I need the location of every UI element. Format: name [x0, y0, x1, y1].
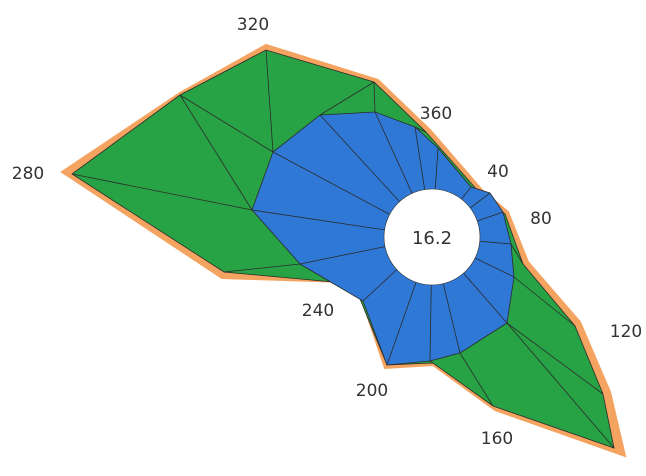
- outer-spoke-10: [459, 352, 494, 407]
- inner-spoke-8: [477, 211, 504, 222]
- inner-spoke-13: [429, 284, 432, 362]
- outer-spoke-0: [179, 94, 253, 211]
- inner-spoke-4: [414, 126, 426, 190]
- inner-spoke-11: [463, 272, 508, 324]
- inner-spoke-10: [474, 257, 515, 278]
- direction-label-320: 320: [237, 15, 269, 35]
- outer-spoke-2: [319, 81, 375, 116]
- direction-label-280: 280: [12, 164, 44, 184]
- inner-spoke-16: [299, 246, 386, 265]
- outer-spoke-3: [373, 81, 376, 113]
- direction-label-160: 160: [481, 429, 513, 449]
- outer-spoke-9: [506, 322, 615, 449]
- inner-spoke-7: [469, 192, 491, 209]
- inner-spoke-0: [251, 209, 385, 231]
- direction-label-240: 240: [302, 301, 334, 321]
- direction-label-80: 80: [530, 209, 552, 229]
- outer-spokes: [71, 49, 615, 449]
- inner-spoke-5: [434, 147, 439, 190]
- inner-spokes: [251, 111, 515, 366]
- inner-spoke-2: [319, 114, 400, 202]
- inner-spoke-12: [442, 283, 461, 354]
- inner-spoke-3: [374, 111, 413, 194]
- direction-label-360: 360: [420, 104, 452, 124]
- direction-label-200: 200: [356, 381, 388, 401]
- inner-spoke-14: [386, 282, 417, 366]
- direction-label-120: 120: [610, 322, 642, 342]
- outer-spoke-11: [429, 360, 434, 364]
- direction-label-40: 40: [487, 162, 509, 182]
- outer-spoke-1: [265, 49, 274, 153]
- outer-spoke-7: [513, 276, 576, 327]
- center-value-label: 16.2: [412, 228, 452, 249]
- center-hole: [383, 188, 481, 286]
- inner-spoke-9: [479, 240, 512, 245]
- inner-spoke-6: [461, 186, 472, 200]
- outer-spoke-6: [510, 243, 524, 265]
- outer-spoke-15: [179, 94, 274, 153]
- outer-spoke-12: [223, 263, 301, 273]
- inner-spoke-15: [362, 269, 398, 302]
- outer-spoke-4: [414, 126, 427, 133]
- outer-spoke-13: [71, 173, 253, 211]
- outer-spoke-8: [506, 322, 604, 395]
- inner-band-polygon: [251, 111, 515, 366]
- inner-spoke-1: [272, 151, 390, 215]
